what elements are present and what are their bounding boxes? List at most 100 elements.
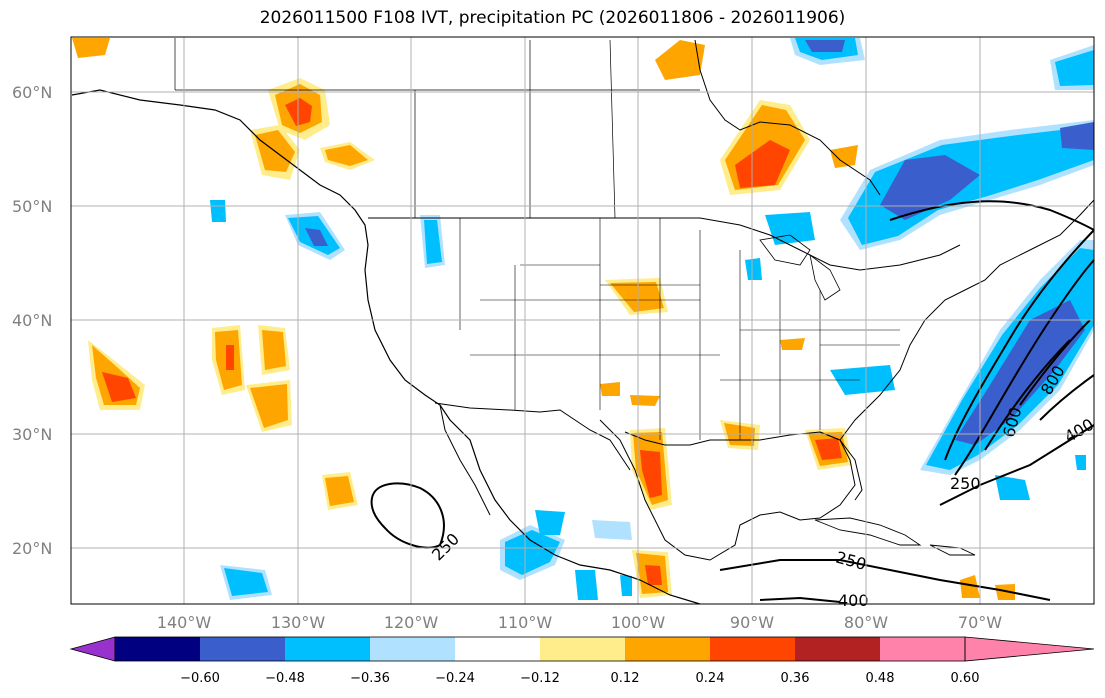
contour-label: 250 [950,474,981,493]
colorbar-extend-low [69,636,116,662]
precip-patch [630,395,660,406]
colorbar-swatch [880,637,965,661]
great-lakes [759,234,811,266]
precip-patch [830,145,858,168]
lon-label: 70°W [958,613,1002,632]
colorbar-swatch [200,637,285,661]
precip-patch [72,38,110,58]
precip-patch [325,476,354,506]
precip-patch [805,40,845,52]
lon-label: 90°W [730,613,774,632]
precip-patch [325,145,368,166]
latitude-labels: 60°N 50°N 40°N 30°N 20°N [12,83,52,558]
precip-patch [262,330,286,370]
colorbar-label: −0.24 [435,671,475,686]
colorbar-swatch [795,637,880,661]
precip-patch [995,475,1030,500]
great-lakes [809,254,841,301]
precip-patch [535,510,565,535]
lat-label: 20°N [12,539,52,558]
precipitation-shading [72,38,1094,600]
contour-line [1039,374,1095,421]
colorbar-extend-high [964,636,1095,662]
precip-patch [1055,50,1094,86]
precip-patch [735,140,790,188]
colorbar-label: −0.60 [180,671,220,686]
us-canada-border [368,217,961,271]
colorbar-swatch [540,637,625,661]
contour-label: 400 [838,591,869,610]
precip-patch [600,382,620,396]
colorbar-swatch [625,637,710,661]
cuba-outline [814,517,922,546]
atlantic-coastline [839,199,1095,441]
map-area: 250 250 250 400 400 600 800 [70,36,1097,610]
contour-line [370,482,445,549]
colorbar-label: −0.36 [350,671,390,686]
precip-patch [1075,455,1086,470]
precip-patch [745,258,762,280]
longitude-labels: 140°W 130°W 120°W 110°W 100°W 90°W 80°W … [157,613,1002,632]
colorbar [69,636,1095,662]
contour-line [944,229,1095,461]
colorbar-swatch [115,637,200,661]
lon-label: 80°W [844,613,888,632]
colorbar-label: 0.12 [611,671,640,686]
precip-patch [592,520,632,540]
precip-patch [880,155,980,220]
colorbar-label: 0.48 [866,671,895,686]
hispaniola-outline [929,544,976,556]
colorbar-labels: −0.60 −0.48 −0.36 −0.24 −0.12 0.12 0.24 … [180,671,979,686]
precip-patch [640,450,662,498]
lon-label: 100°W [611,613,666,632]
precip-patch [102,372,136,402]
colorbar-label: 0.24 [696,671,725,686]
precip-patch [960,575,980,598]
lat-label: 60°N [12,83,52,102]
precip-patch [815,438,842,460]
precip-patch [505,530,560,575]
province-border [609,39,616,219]
hudson-coastline [694,39,881,196]
precip-patch [305,228,328,246]
precip-patch [780,338,805,350]
contour-line [719,559,1051,601]
contour-line [1019,319,1091,406]
precip-patch [645,565,662,585]
precip-patch [655,40,705,80]
precip-patch [955,300,1085,445]
colorbar-label: 0.36 [781,671,810,686]
baja-coastline [439,404,491,516]
pacific-coastline [71,89,701,605]
precip-patch [224,568,268,596]
lat-label: 50°N [12,197,52,216]
lon-label: 110°W [498,613,553,632]
lon-label: 120°W [384,613,439,632]
precip-patch [210,200,226,222]
state-borders [459,218,900,440]
colorbar-label: −0.12 [520,671,560,686]
geography-outlines [71,38,1095,605]
colorbar-label: −0.48 [265,671,305,686]
lat-label: 30°N [12,425,52,444]
map-border [70,36,1095,605]
colorbar-frame [114,636,966,662]
gulf-coastline [599,419,856,561]
precip-patch [250,384,288,428]
contour-line [954,259,1095,476]
florida-coastline [819,431,863,501]
contour-line [984,339,1071,451]
precip-patch [1060,122,1094,150]
us-mexico-border [434,402,631,471]
colorbar-label: 0.60 [951,671,980,686]
contour-line [759,596,841,603]
precip-patch [424,220,442,264]
precip-patch [226,345,234,370]
precip-patch [610,282,664,312]
precip-patch [620,575,632,596]
lon-label: 140°W [157,613,212,632]
ivt-contours [370,200,1095,603]
map-title: 2026011500 F108 IVT, precipitation PC (2… [259,8,846,28]
lat-label: 40°N [12,311,52,330]
